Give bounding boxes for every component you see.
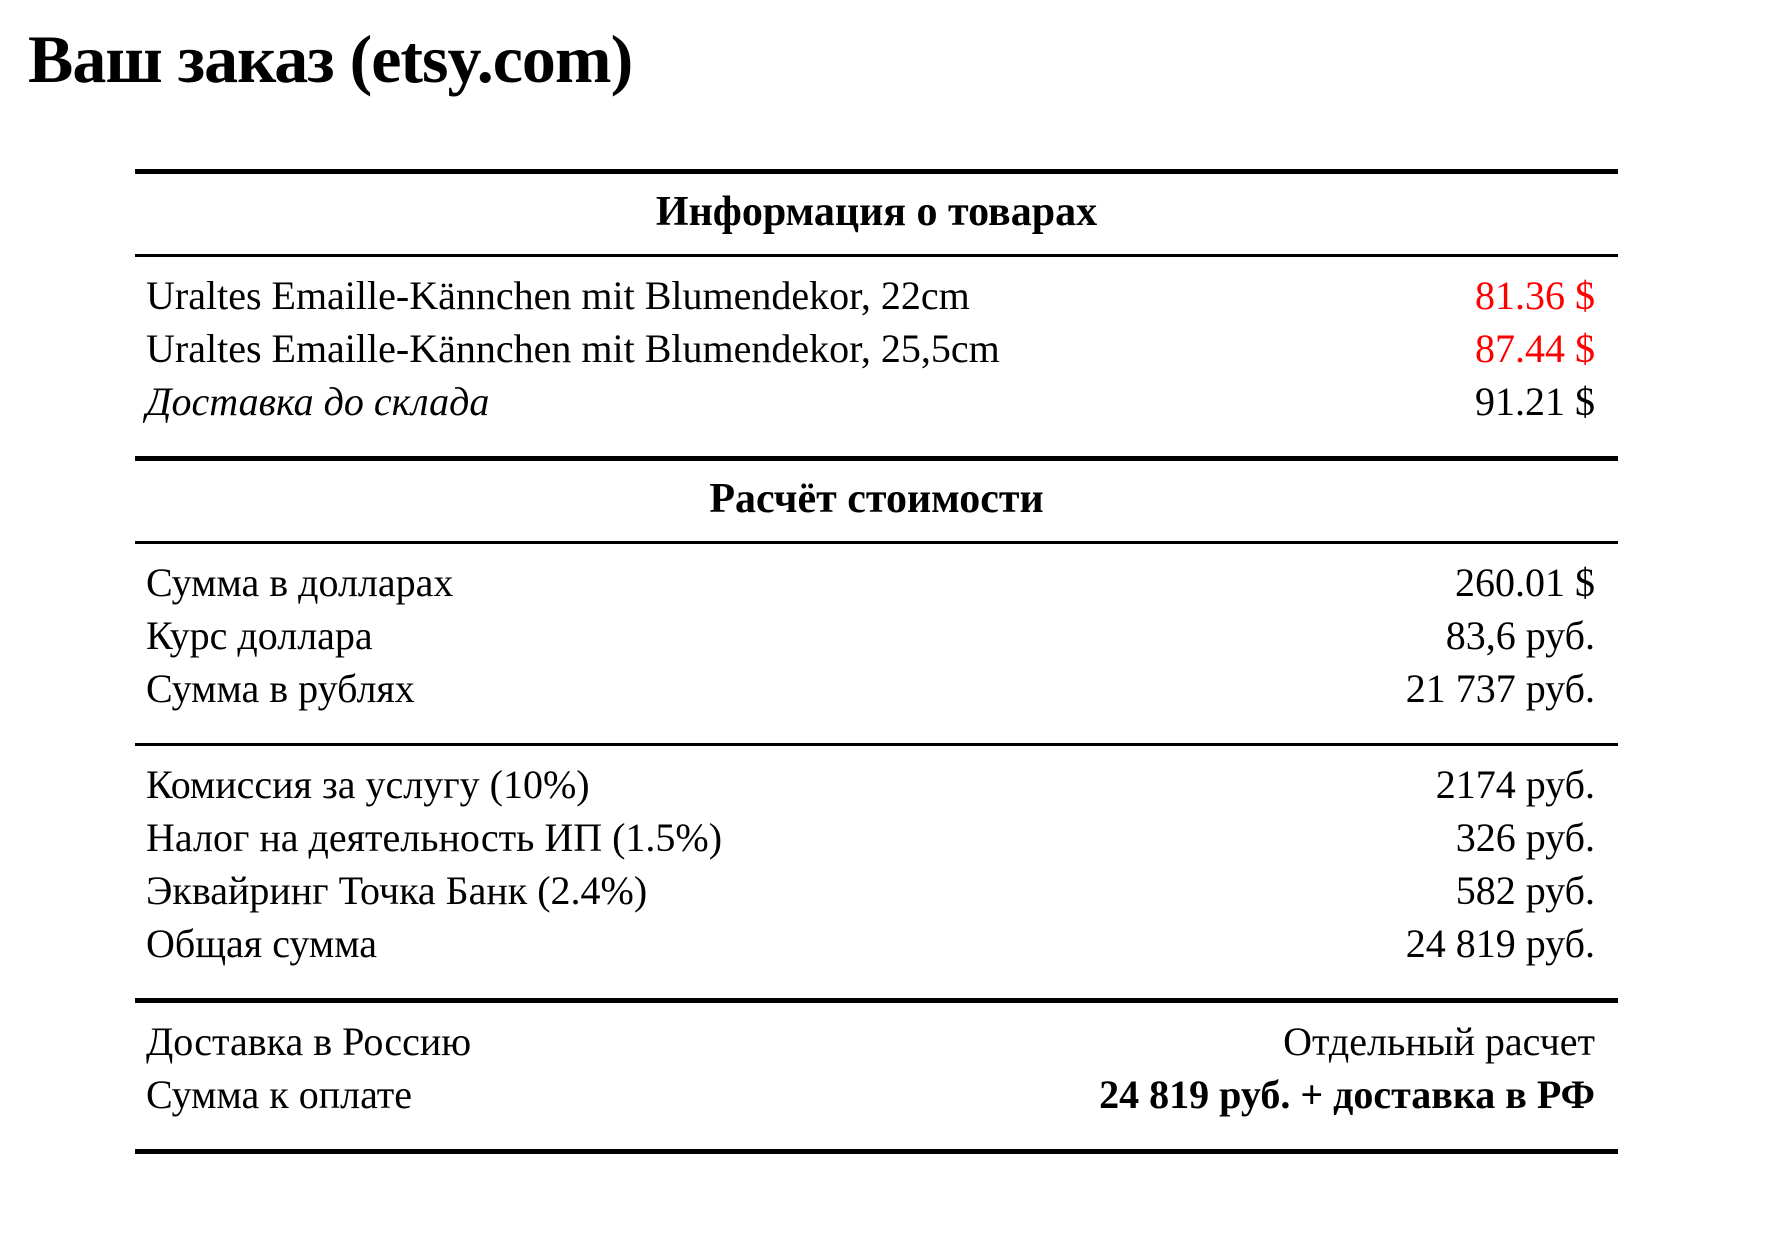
row-label: Uraltes Emaille-Kännchen mit Blumendekor…: [146, 273, 970, 318]
row-value: 83,6 руб.: [1445, 613, 1595, 658]
product-rows: Uraltes Emaille-Kännchen mit Blumendekor…: [135, 257, 1618, 456]
divider-bottom-thick: [135, 1149, 1618, 1154]
divider-products-header: [135, 254, 1618, 257]
row-value: 21 737 руб.: [1405, 666, 1595, 711]
table-row: Сумма к оплате 24 819 руб. + доставка в …: [135, 1068, 1618, 1121]
calc-final-rows: Доставка в Россию Отдельный расчет Сумма…: [135, 1003, 1618, 1149]
row-value: 24 819 руб.: [1405, 921, 1595, 966]
divider-final-thick: [135, 998, 1618, 1003]
row-value: 24 819 руб. + доставка в РФ: [1099, 1072, 1595, 1117]
table-row: Доставка до склада 91.21 $: [135, 375, 1618, 428]
divider-top-thick: [135, 169, 1618, 174]
order-table: Информация о товарах Uraltes Emaille-Kän…: [135, 169, 1618, 1154]
row-label: Курс доллара: [146, 613, 373, 658]
row-label: Комиссия за услугу (10%): [146, 762, 590, 807]
row-label: Сумма в долларах: [146, 560, 454, 605]
table-row: Эквайринг Точка Банк (2.4%) 582 руб.: [135, 864, 1618, 917]
page-title: Ваш заказ (etsy.com): [28, 21, 633, 97]
divider-calc-header: [135, 541, 1618, 544]
row-value: 260.01 $: [1455, 560, 1595, 605]
section-header-products: Информация о товарах: [655, 189, 1098, 235]
row-value: 87.44 $: [1475, 326, 1595, 371]
table-row: Общая сумма 24 819 руб.: [135, 917, 1618, 970]
row-label: Доставка до склада: [146, 379, 490, 424]
order-summary-page: Ваш заказ (etsy.com) Информация о товара…: [0, 22, 1775, 1250]
row-value: 582 руб.: [1455, 868, 1595, 913]
table-row: Курс доллара 83,6 руб.: [135, 609, 1618, 662]
row-label: Доставка в Россию: [146, 1019, 472, 1064]
table-row: Доставка в Россию Отдельный расчет: [135, 1015, 1618, 1068]
table-row: Комиссия за услугу (10%) 2174 руб.: [135, 758, 1618, 811]
row-label: Сумма к оплате: [146, 1072, 413, 1117]
row-value: Отдельный расчет: [1283, 1019, 1595, 1064]
table-row: Сумма в долларах 260.01 $: [135, 556, 1618, 609]
row-value: 2174 руб.: [1435, 762, 1595, 807]
table-row: Uraltes Emaille-Kännchen mit Blumendekor…: [135, 322, 1618, 375]
row-label: Сумма в рублях: [146, 666, 415, 711]
row-value: 326 руб.: [1455, 815, 1595, 860]
table-row: Сумма в рублях 21 737 руб.: [135, 662, 1618, 715]
row-value: 91.21 $: [1475, 379, 1595, 424]
table-row: Налог на деятельность ИП (1.5%) 326 руб.: [135, 811, 1618, 864]
row-label: Uraltes Emaille-Kännchen mit Blumendekor…: [146, 326, 1000, 371]
calc-totals-rows: Сумма в долларах 260.01 $ Курс доллара 8…: [135, 544, 1618, 743]
table-row: Uraltes Emaille-Kännchen mit Blumendekor…: [135, 269, 1618, 322]
section-header-calculation: Расчёт стоимости: [709, 476, 1044, 522]
row-value: 81.36 $: [1475, 273, 1595, 318]
row-label: Эквайринг Точка Банк (2.4%): [146, 868, 648, 913]
row-label: Налог на деятельность ИП (1.5%): [146, 815, 723, 860]
divider-fees: [135, 743, 1618, 746]
divider-section-thick: [135, 456, 1618, 461]
row-label: Общая сумма: [146, 921, 377, 966]
calc-fees-rows: Комиссия за услугу (10%) 2174 руб. Налог…: [135, 746, 1618, 998]
